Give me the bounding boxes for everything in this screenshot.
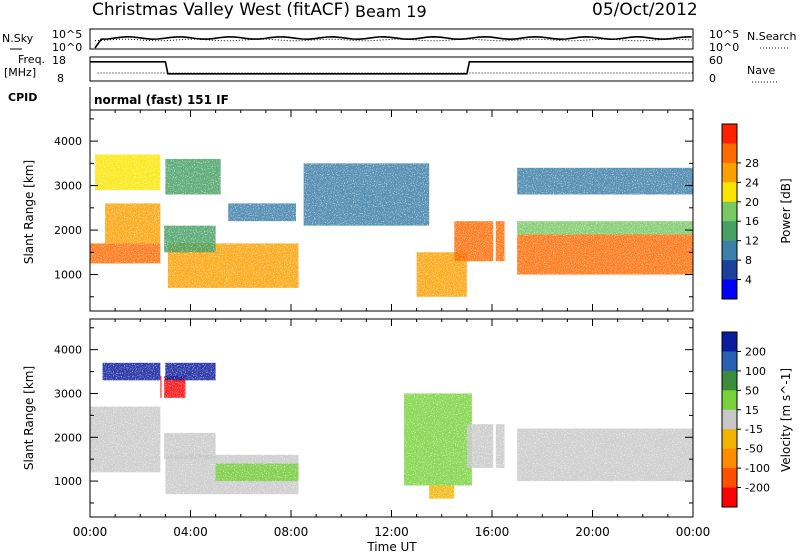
freq-tick-bottom: 8 — [57, 72, 64, 85]
velocity-colorbar-tick-label: -15 — [745, 423, 763, 436]
date-label: 05/Oct/2012 — [592, 0, 698, 20]
power-colorbar-segment — [722, 221, 737, 242]
power-colorbar-segment — [722, 279, 737, 300]
velocity-colorbar-tick-label: 100 — [745, 365, 766, 378]
power-panel: 1000 2000 3000 4000 Slant Range [km] — [22, 109, 694, 312]
velocity-colorbar-tick-label: -200 — [745, 482, 770, 495]
nave-tick-bottom: 0 — [709, 72, 716, 85]
power-ytick-label: 4000 — [54, 135, 82, 148]
velocity-colorbar-tick-label: 200 — [745, 345, 766, 358]
velocity-data-gap — [493, 319, 496, 517]
xtick-label: 12:00 — [374, 525, 409, 539]
velocity-ytick-label: 3000 — [54, 387, 82, 400]
velocity-data-gap — [509, 319, 514, 517]
power-colorbar-label: Power [dB] — [779, 178, 793, 243]
velocity-colorbar-segment — [722, 390, 737, 411]
velocity-ytick-label: 4000 — [54, 344, 82, 357]
velocity-colorbar-label: Velocity [m s^-1] — [779, 368, 793, 472]
freq-strip: Freq. [MHz] 18 8 60 0 Nave — [4, 53, 778, 85]
power-colorbar-segment — [722, 124, 737, 144]
power-data-gap — [509, 110, 514, 311]
station-title: Christmas Valley West (fitACF) — [92, 0, 350, 20]
velocity-ytick-label: 1000 — [54, 475, 82, 488]
xtick-label: 08:00 — [274, 525, 309, 539]
xaxis-label: Time UT — [366, 540, 417, 554]
nsky-strip: N.Sky 10^5 10^0 10^5 10^0 N.Search — [2, 28, 797, 54]
power-ytick-label: 3000 — [54, 180, 82, 193]
velocity-colorbar-tick-label: -50 — [745, 443, 763, 456]
velocity-colorbar-segment — [722, 448, 737, 469]
nave-tick-top: 60 — [709, 54, 723, 67]
xtick-label: 00:00 — [676, 525, 711, 539]
xtick-label: 20:00 — [575, 525, 610, 539]
nave-label: Nave — [747, 64, 775, 77]
power-colorbar-segment — [722, 162, 737, 183]
velocity-colorbar-segment — [722, 409, 737, 430]
freq-unit-label: [MHz] — [4, 66, 36, 79]
velocity-colorbar-segment — [722, 468, 737, 489]
velocity-ytick-label: 2000 — [54, 431, 82, 444]
power-ytick-label: 2000 — [54, 224, 82, 237]
nsky-label: N.Sky — [2, 32, 34, 45]
power-colorbar-segment — [722, 240, 737, 261]
velocity-panel: 1000 2000 3000 4000 Slant Range [km] — [22, 318, 694, 518]
velocity-data-gap — [161, 319, 165, 517]
velocity-colorbar-segment — [722, 351, 737, 372]
power-colorbar-tick-label: 16 — [745, 215, 759, 228]
cpid-text: normal (fast) 151 IF — [94, 93, 229, 107]
power-colorbar-tick-label: 12 — [745, 235, 759, 248]
power-colorbar-tick-label: 24 — [745, 176, 759, 189]
power-ytick-label: 1000 — [54, 269, 82, 282]
velocity-colorbar-tick-label: 50 — [745, 384, 759, 397]
power-colorbar-segment — [722, 143, 737, 164]
nsearch-label: N.Search — [747, 30, 797, 43]
xtick-label: 04:00 — [173, 525, 208, 539]
beam-label: Beam 19 — [355, 2, 427, 21]
power-colorbar-segment — [722, 201, 737, 222]
freq-tick-top: 18 — [52, 54, 66, 67]
power-colorbar-tick-label: 20 — [745, 196, 759, 209]
power-colorbar-segment — [722, 260, 737, 281]
power-ylabel: Slant Range [km] — [22, 160, 36, 264]
power-data-gap — [493, 110, 496, 311]
nsearch-tick-bottom: 10^0 — [709, 41, 739, 54]
velocity-colorbar-tick-label: 15 — [745, 404, 759, 417]
velocity-data-gap — [299, 319, 304, 517]
cpid-label: CPID — [8, 91, 37, 104]
nsky-tick-bottom: 10^0 — [52, 41, 82, 54]
nsky-tick-top: 10^5 — [52, 28, 82, 41]
velocity-colorbar: 200 100 50 15 -15 -50 -100 -200 Velocity [m s^-… — [721, 331, 793, 508]
freq-label: Freq. — [18, 53, 45, 66]
velocity-colorbar-segment — [722, 487, 737, 508]
velocity-colorbar-segment — [722, 332, 737, 352]
power-data-gap — [299, 110, 304, 311]
velocity-colorbar-tick-label: -100 — [745, 462, 770, 475]
power-data-gap — [161, 110, 165, 311]
power-colorbar: 4 8 12 16 20 24 28 Power [dB] — [721, 123, 793, 300]
power-colorbar-tick-label: 8 — [745, 254, 752, 267]
power-colorbar-tick-label: 28 — [745, 157, 759, 170]
power-colorbar-tick-label: 4 — [745, 274, 752, 287]
velocity-colorbar-segment — [722, 429, 737, 450]
velocity-ylabel: Slant Range [km] — [22, 366, 36, 470]
power-colorbar-segment — [722, 182, 737, 203]
nsearch-tick-top: 10^5 — [709, 28, 739, 41]
velocity-colorbar-segment — [722, 370, 737, 391]
xtick-label: 16:00 — [475, 525, 510, 539]
xtick-label: 00:00 — [73, 525, 108, 539]
